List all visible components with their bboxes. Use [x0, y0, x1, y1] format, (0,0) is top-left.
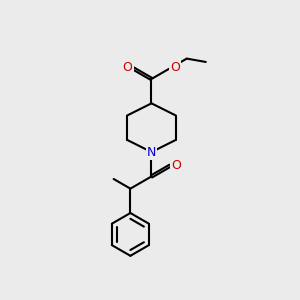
Text: N: N	[147, 146, 156, 159]
Text: O: O	[170, 61, 180, 74]
Text: O: O	[123, 61, 133, 74]
Text: O: O	[171, 159, 181, 172]
